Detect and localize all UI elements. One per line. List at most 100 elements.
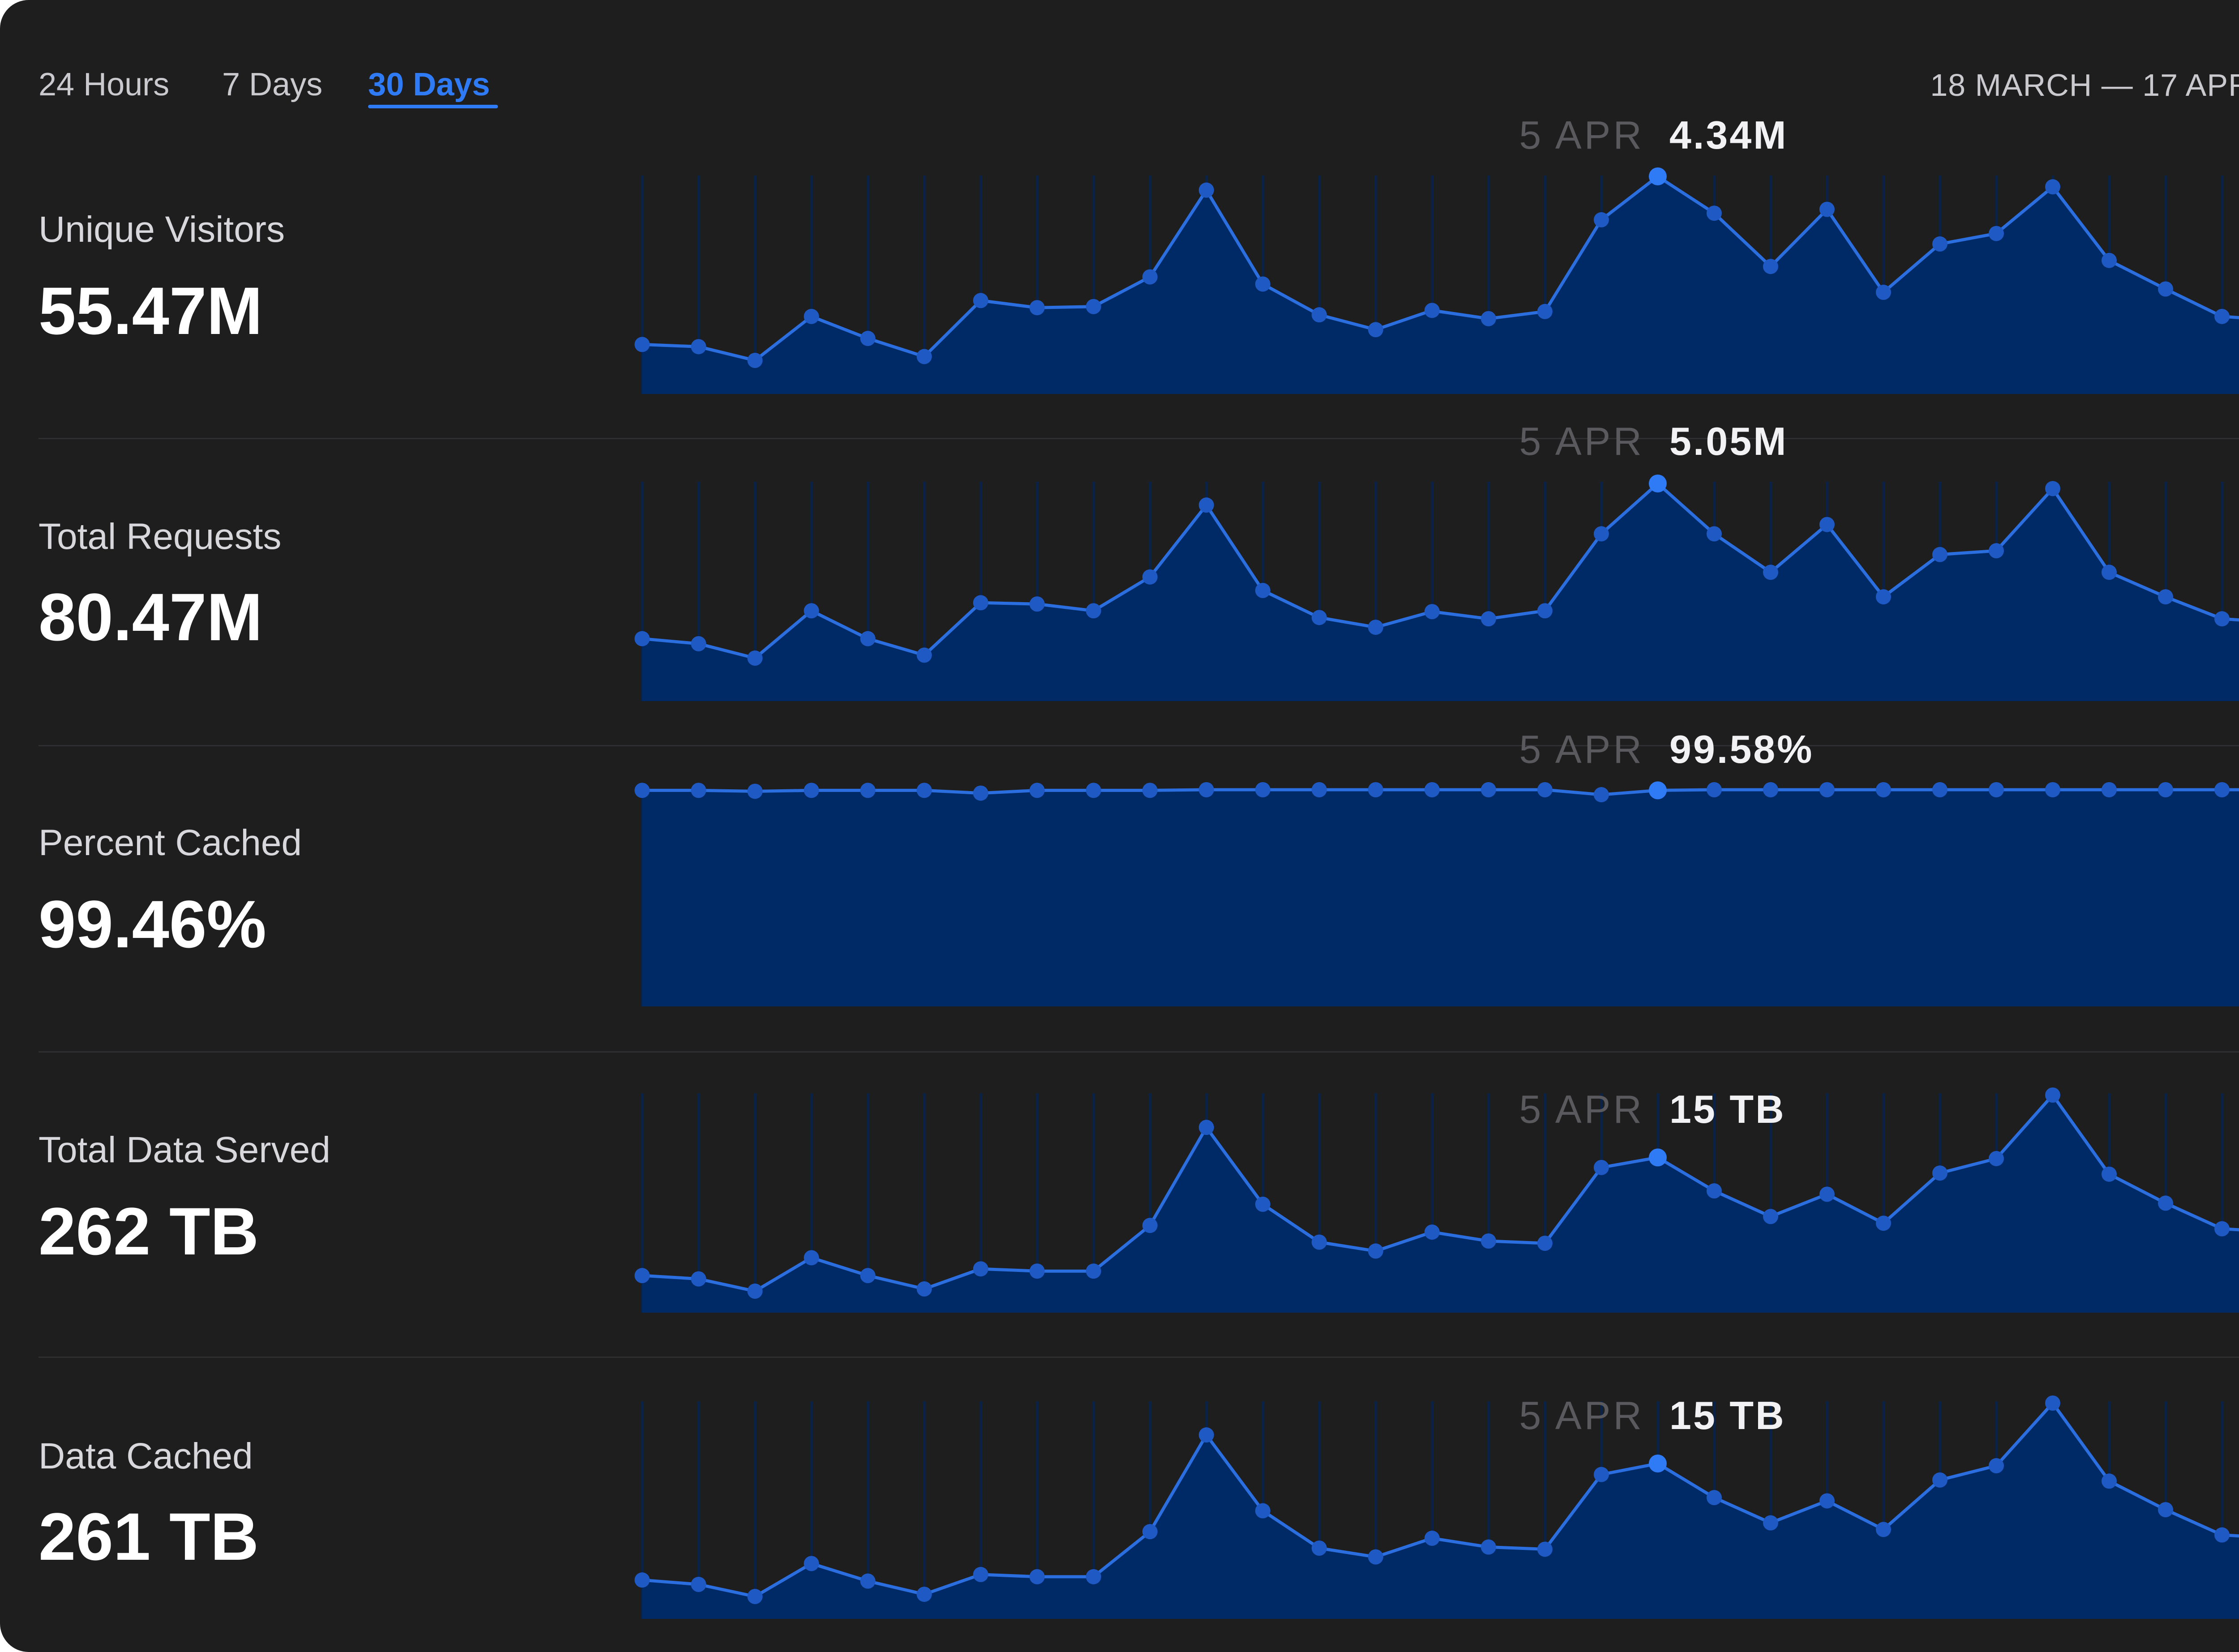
data-point[interactable]	[691, 783, 706, 798]
data-point[interactable]	[973, 293, 988, 308]
data-point[interactable]	[1086, 1569, 1101, 1584]
data-point[interactable]	[1481, 1233, 1496, 1249]
data-point[interactable]	[1029, 1569, 1045, 1584]
data-point[interactable]	[1763, 1209, 1778, 1224]
data-point[interactable]	[1312, 1541, 1327, 1556]
data-point[interactable]	[917, 349, 932, 364]
data-point[interactable]	[804, 1556, 819, 1571]
data-point[interactable]	[1368, 1549, 1383, 1565]
data-point[interactable]	[1424, 1224, 1440, 1240]
data-point[interactable]	[2158, 1502, 2173, 1518]
data-point[interactable]	[1989, 543, 2004, 559]
chart-3[interactable]: 5 APR 99.58%	[635, 727, 2239, 1006]
data-point-highlighted[interactable]	[1649, 781, 1667, 800]
data-point[interactable]	[1312, 782, 1327, 797]
data-point[interactable]	[2158, 1195, 2173, 1211]
data-point[interactable]	[1932, 782, 1947, 797]
data-point[interactable]	[2214, 611, 2230, 627]
data-point[interactable]	[917, 647, 932, 663]
data-point[interactable]	[1707, 1183, 1722, 1199]
data-point[interactable]	[973, 785, 988, 801]
data-point[interactable]	[1763, 565, 1778, 580]
data-point[interactable]	[1481, 1539, 1496, 1555]
data-point[interactable]	[1876, 589, 1891, 605]
data-point[interactable]	[1819, 1186, 1835, 1202]
data-point[interactable]	[2158, 782, 2173, 797]
data-point-highlighted[interactable]	[1649, 475, 1667, 492]
data-point[interactable]	[747, 783, 763, 799]
data-point[interactable]	[2102, 782, 2117, 797]
data-point[interactable]	[2158, 281, 2173, 297]
data-point-highlighted[interactable]	[1649, 1455, 1667, 1472]
data-point[interactable]	[1989, 1151, 2004, 1166]
data-point[interactable]	[1763, 259, 1778, 274]
data-point[interactable]	[804, 783, 819, 798]
data-point[interactable]	[1481, 311, 1496, 326]
data-point[interactable]	[635, 1572, 650, 1588]
data-point[interactable]	[804, 308, 819, 324]
data-point[interactable]	[1029, 1263, 1045, 1279]
data-point[interactable]	[1989, 782, 2004, 797]
data-point[interactable]	[1255, 1196, 1270, 1212]
data-point[interactable]	[1594, 787, 1609, 803]
data-point[interactable]	[1707, 205, 1722, 221]
data-point[interactable]	[804, 1250, 819, 1266]
data-point[interactable]	[1537, 1235, 1553, 1251]
chart-4[interactable]: 5 APR 15 TB	[635, 1087, 2239, 1313]
data-point[interactable]	[1932, 547, 1947, 562]
data-point-highlighted[interactable]	[1649, 167, 1667, 185]
data-point[interactable]	[860, 631, 875, 646]
data-point[interactable]	[1199, 782, 1214, 797]
data-point[interactable]	[1594, 1160, 1609, 1175]
data-point[interactable]	[2045, 179, 2060, 195]
data-point[interactable]	[1368, 620, 1383, 635]
data-point[interactable]	[1876, 782, 1891, 797]
data-point[interactable]	[1537, 782, 1553, 797]
data-point[interactable]	[691, 1271, 706, 1287]
chart-2[interactable]: 5 APR 5.05M	[635, 419, 2239, 701]
data-point[interactable]	[1424, 782, 1440, 797]
data-point[interactable]	[2102, 565, 2117, 580]
data-point[interactable]	[1763, 782, 1778, 797]
data-point[interactable]	[747, 651, 763, 666]
data-point[interactable]	[1819, 1493, 1835, 1509]
data-point[interactable]	[1707, 782, 1722, 797]
data-point[interactable]	[1707, 1490, 1722, 1506]
data-point[interactable]	[1029, 783, 1045, 798]
data-point[interactable]	[635, 1268, 650, 1284]
data-point[interactable]	[1876, 284, 1891, 300]
data-point[interactable]	[2045, 1087, 2060, 1103]
data-point[interactable]	[747, 1284, 763, 1299]
data-point[interactable]	[691, 636, 706, 651]
data-point[interactable]	[1707, 526, 1722, 542]
data-point[interactable]	[1312, 307, 1327, 323]
data-point[interactable]	[973, 1261, 988, 1277]
data-point[interactable]	[1932, 1472, 1947, 1488]
data-point[interactable]	[1537, 603, 1553, 619]
data-point[interactable]	[1876, 1522, 1891, 1537]
data-point[interactable]	[1819, 782, 1835, 797]
data-point[interactable]	[1142, 569, 1158, 585]
data-point[interactable]	[1199, 182, 1214, 198]
data-point[interactable]	[1029, 596, 1045, 612]
chart-5[interactable]: 5 APR 15 TB	[635, 1393, 2239, 1619]
data-point[interactable]	[917, 1281, 932, 1297]
data-point[interactable]	[804, 603, 819, 619]
data-point-highlighted[interactable]	[1649, 1148, 1667, 1167]
data-point[interactable]	[1594, 526, 1609, 542]
data-point[interactable]	[1932, 1165, 1947, 1181]
data-point[interactable]	[1142, 1524, 1158, 1540]
chart-1[interactable]: 5 APR 4.34M	[635, 113, 2239, 394]
data-point[interactable]	[1594, 1467, 1609, 1482]
data-point[interactable]	[1989, 1458, 2004, 1473]
data-point[interactable]	[2214, 782, 2230, 797]
data-point[interactable]	[2158, 589, 2173, 605]
tab-24-hours[interactable]: 24 Hours	[39, 67, 170, 103]
data-point[interactable]	[747, 1589, 763, 1604]
data-point[interactable]	[747, 353, 763, 368]
data-point[interactable]	[2102, 253, 2117, 268]
data-point[interactable]	[1312, 1234, 1327, 1250]
data-point[interactable]	[635, 337, 650, 352]
data-point[interactable]	[1537, 1541, 1553, 1557]
data-point[interactable]	[691, 339, 706, 355]
